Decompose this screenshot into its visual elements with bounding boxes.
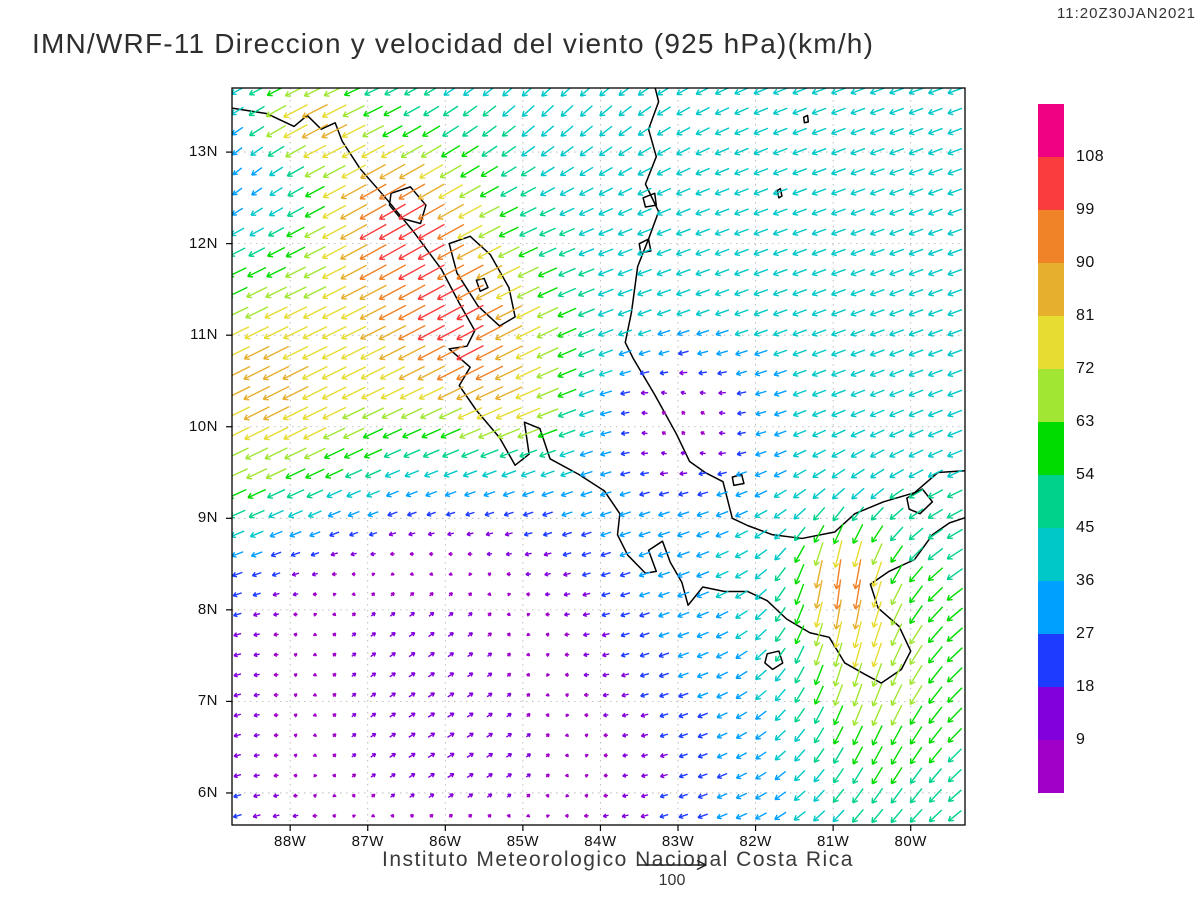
colorbar-segment (1038, 316, 1064, 369)
colorbar-segment (1038, 263, 1064, 316)
wind-vector-map (222, 78, 975, 835)
colorbar-segment (1038, 210, 1064, 263)
colorbar-tick-label: 27 (1076, 625, 1095, 642)
lon-tick-label: 88W (274, 833, 307, 850)
colorbar-tick-label: 63 (1076, 413, 1095, 430)
colorbar-tick-label: 90 (1076, 254, 1095, 271)
chart-title: IMN/WRF-11 Direccion y velocidad del vie… (32, 28, 875, 59)
lon-tick-label: 82W (739, 833, 772, 850)
lat-tick-label: 6N (197, 783, 218, 801)
lon-tick-label: 84W (584, 833, 617, 850)
lon-tick-label: 81W (816, 833, 850, 850)
run-timestamp: 11:20Z30JAN2021 (1057, 5, 1196, 22)
colorbar-legend (1038, 104, 1064, 793)
lat-tick-label: 9N (197, 509, 218, 527)
colorbar-segment (1038, 157, 1064, 210)
lat-tick-label: 8N (197, 600, 218, 618)
reference-vector-arrow (636, 858, 710, 872)
lat-tick-label: 7N (197, 692, 218, 710)
lat-tick-label: 13N (188, 143, 218, 161)
colorbar-tick-label: 54 (1076, 466, 1095, 483)
footer-credit: Instituto Meteorologico Nacional Costa R… (382, 848, 854, 871)
lon-tick-label: 86W (429, 833, 462, 850)
colorbar-segment (1038, 528, 1064, 581)
lat-tick-label: 12N (188, 234, 218, 252)
lat-tick-label: 11N (190, 326, 218, 344)
colorbar-segment (1038, 422, 1064, 475)
reference-vector-label: 100 (658, 872, 686, 889)
colorbar-segment (1038, 475, 1064, 528)
colorbar-segment (1038, 581, 1064, 634)
colorbar-tick-label: 72 (1076, 360, 1095, 377)
colorbar-tick-label: 81 (1076, 307, 1095, 324)
lon-tick-label: 85W (506, 833, 540, 850)
lon-tick-label: 80W (894, 833, 927, 850)
colorbar-tick-label: 36 (1076, 572, 1095, 589)
colorbar-segment (1038, 687, 1064, 740)
colorbar-tick-label: 108 (1076, 148, 1105, 165)
lon-tick-label: 83W (661, 833, 695, 850)
lat-tick-label: 10N (188, 417, 218, 435)
colorbar-segment (1038, 740, 1064, 793)
colorbar-tick-label: 18 (1076, 678, 1095, 695)
colorbar-tick-label: 45 (1076, 519, 1095, 536)
colorbar-segment (1038, 369, 1064, 422)
colorbar-tick-label: 99 (1076, 201, 1095, 218)
lon-tick-label: 87W (351, 833, 384, 850)
colorbar-tick-label: 9 (1076, 731, 1086, 748)
colorbar-segment (1038, 104, 1064, 157)
colorbar-segment (1038, 634, 1064, 687)
